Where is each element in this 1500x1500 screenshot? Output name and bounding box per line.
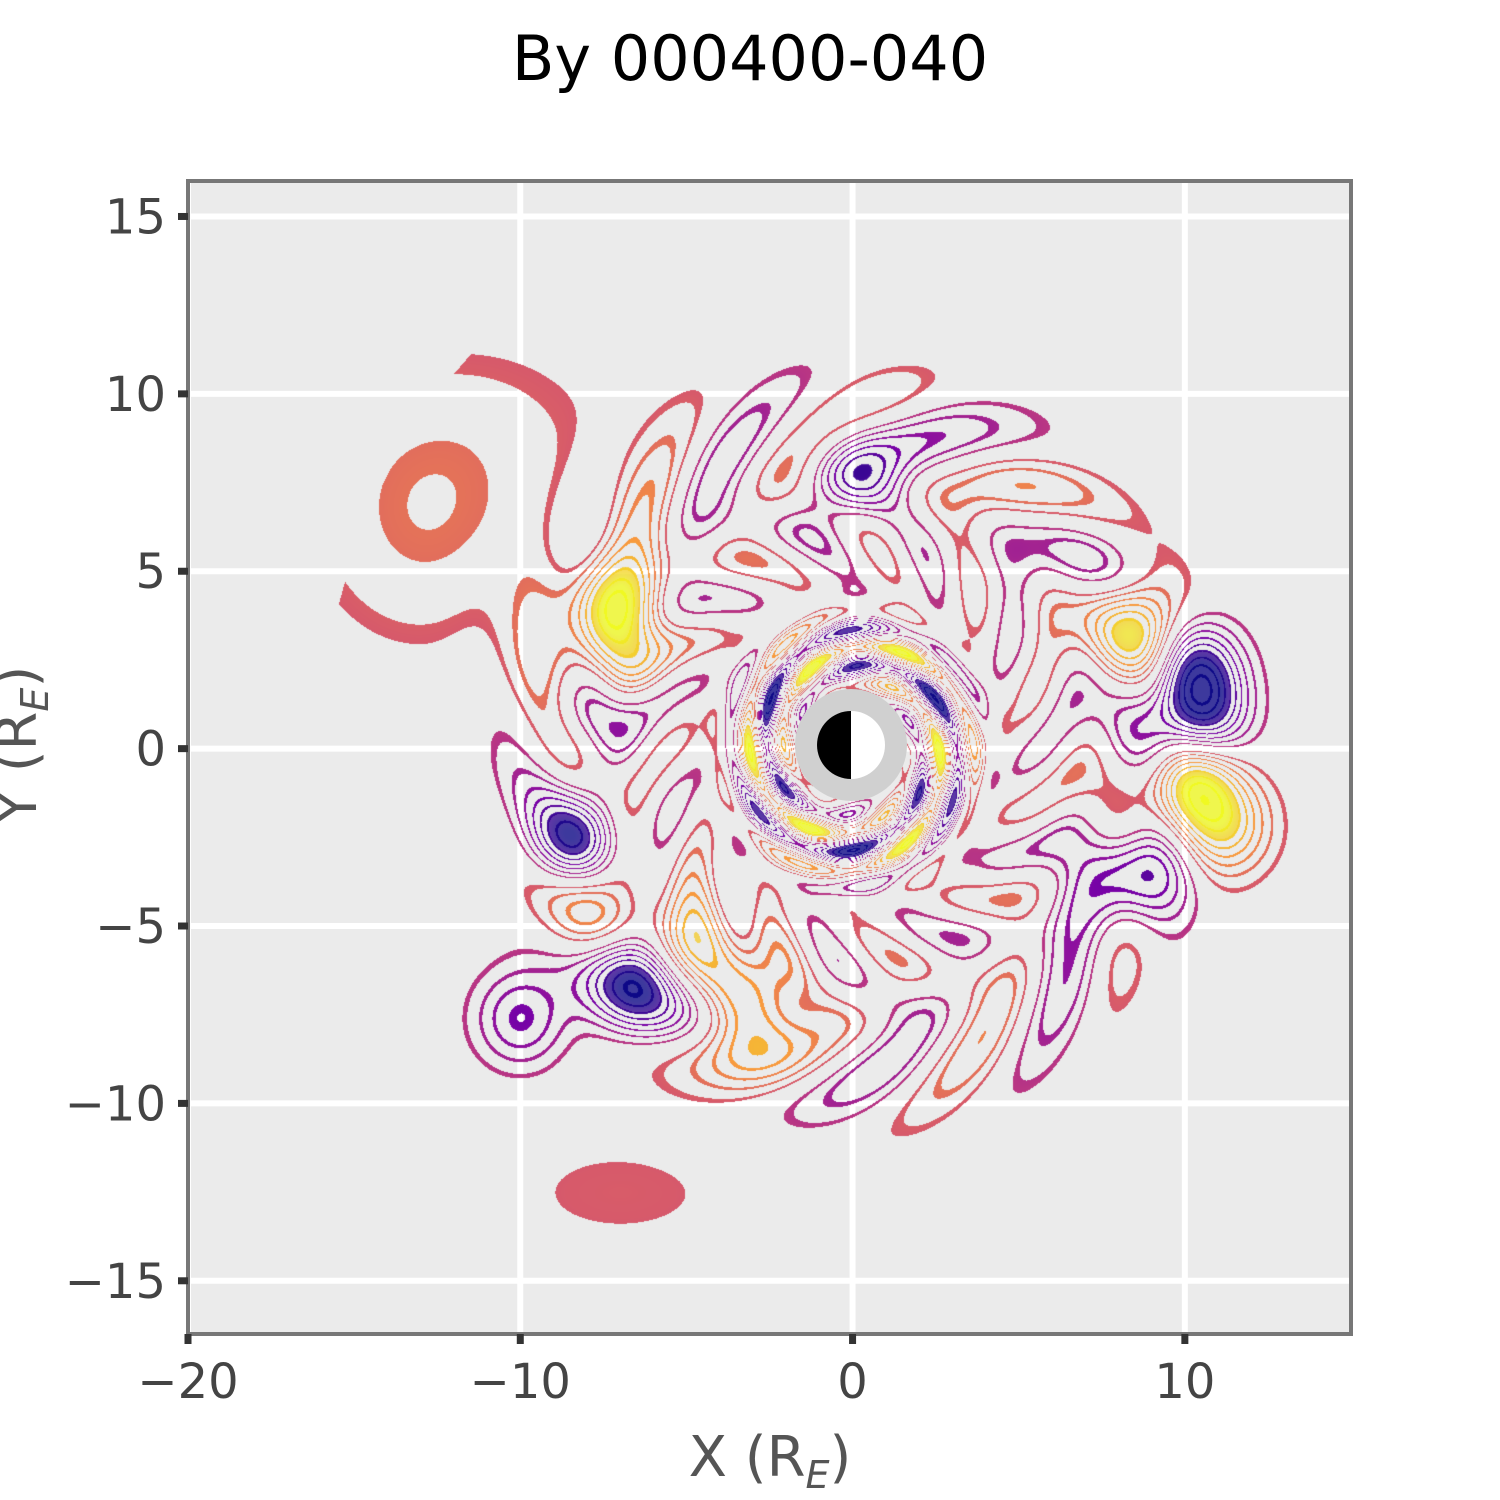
x-tick-label: 10 — [1154, 1354, 1215, 1410]
x-axis-ticks: −20 −10 0 10 — [137, 1334, 1215, 1410]
y-tick-label: −15 — [65, 1254, 166, 1310]
x-axis-label-close: ) — [830, 1425, 852, 1490]
earth-night-side — [817, 711, 851, 779]
y-axis-label-sub: E — [13, 688, 57, 712]
y-axis-label-main: Y (R — [0, 712, 50, 826]
y-tick-label: 5 — [135, 544, 166, 600]
y-axis-label: Y (RE) — [0, 666, 57, 826]
x-tick-label: 0 — [837, 1354, 868, 1410]
chart-title: By 000400-040 — [512, 22, 988, 95]
contour-field — [188, 181, 1351, 1334]
y-tick-label: 10 — [105, 367, 166, 423]
earth-marker — [795, 689, 907, 801]
y-tick-label: 0 — [135, 722, 166, 778]
x-tick-label: −10 — [470, 1354, 571, 1410]
x-axis-label-sub: E — [806, 1453, 830, 1497]
y-axis-label-close: ) — [0, 666, 50, 688]
plot-frame — [186, 179, 1353, 1336]
x-tick-label: −20 — [137, 1354, 238, 1410]
y-tick-label: −5 — [95, 899, 166, 955]
y-axis-ticks: 15 10 5 0 −5 −10 −15 — [65, 189, 188, 1310]
y-tick-label: −10 — [65, 1076, 166, 1132]
x-axis-label-main: X (R — [689, 1425, 806, 1490]
x-axis-label: X (RE) — [689, 1425, 852, 1497]
y-tick-label: 15 — [105, 189, 166, 245]
